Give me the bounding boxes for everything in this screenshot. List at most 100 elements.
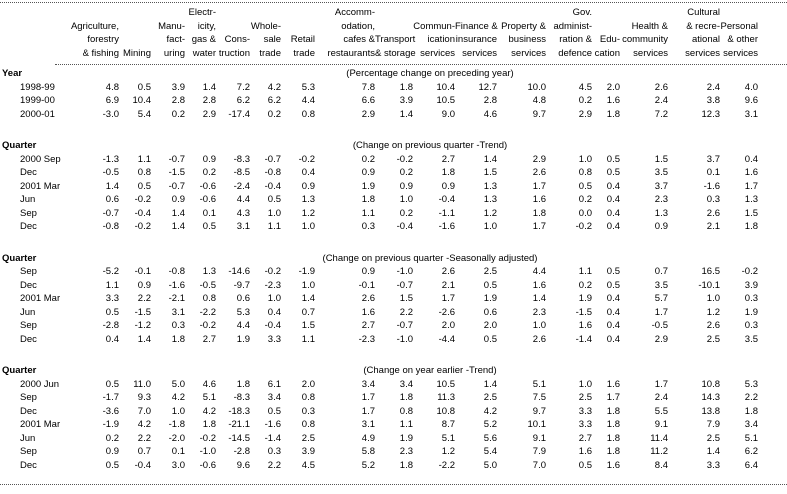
value-cell: 0.5 <box>137 81 151 93</box>
column-header-electricity-gas-water: Electr-icity, gas & water <box>185 6 216 61</box>
value-cell: 0.9 <box>301 180 315 192</box>
column-header-line: Gov. <box>572 6 592 18</box>
value-cell: 1.6 <box>532 194 546 205</box>
value-cell: 10.8 <box>701 378 721 390</box>
value-cell: -1.4 <box>575 333 592 345</box>
value-cell: -0.2 <box>396 153 413 165</box>
column-header-transport-storage: Transport & storage <box>375 33 416 61</box>
value-cell: 2.5 <box>483 266 497 277</box>
value-cell: -2.8 <box>102 320 119 331</box>
value-cell: 1.2 <box>483 207 497 219</box>
value-cell: 1.6 <box>606 95 620 106</box>
value-cell: 3.3 <box>706 459 720 471</box>
value-cell: 0.3 <box>361 221 375 232</box>
table-row: 2001 Mar 1.4 0.5 -0.7 -0.6 -2.4 -0.4 0.9 1.9 0.9 0… <box>0 180 787 194</box>
value-cell: 5.5 <box>654 405 668 417</box>
section-header-row: Quarter (Change on previous quarter -Tren… <box>0 139 787 153</box>
value-cell: 0.5 <box>578 459 592 471</box>
value-cell: 5.3 <box>236 306 250 318</box>
value-cell: 0.2 <box>171 108 185 120</box>
value-cell: 1.0 <box>578 153 592 165</box>
value-cell: 1.4 <box>301 293 315 304</box>
table-row: Dec -0.8 -0.2 1.4 0.5 3.1 1.1 1.0 0.3 -0.4 -1.6 1.0… <box>0 220 787 234</box>
value-cell: -1.5 <box>575 306 592 318</box>
row-label: Dec <box>20 459 37 471</box>
column-header-line: & recre- <box>686 20 720 32</box>
row-label: 2000-01 <box>20 108 55 120</box>
value-cell: 1.6 <box>361 306 375 318</box>
value-cell: 1.1 <box>578 266 592 277</box>
value-cell: 5.4 <box>483 446 497 457</box>
column-header-line: cation <box>594 48 620 60</box>
value-cell: -0.4 <box>134 207 151 219</box>
value-cell: 0.2 <box>578 279 592 291</box>
value-cell: 3.7 <box>654 180 668 192</box>
value-cell: 1.8 <box>744 221 758 232</box>
value-cell: -0.4 <box>264 180 281 192</box>
table-section-0: Year (Percentage change on preceding year… <box>0 67 787 121</box>
value-cell: 4.4 <box>236 320 250 331</box>
value-cell: 9.1 <box>532 432 546 444</box>
value-cell: 1.3 <box>654 207 668 219</box>
value-cell: -1.5 <box>168 167 185 178</box>
value-cell: -0.1 <box>358 279 375 291</box>
value-cell: 1.5 <box>399 293 413 304</box>
value-cell: 2.9 <box>654 333 668 345</box>
value-cell: 11.2 <box>650 446 668 457</box>
value-cell: 0.5 <box>105 306 119 318</box>
value-cell: 0.5 <box>606 279 620 291</box>
value-cell: -2.3 <box>264 279 281 291</box>
value-cell: 2.4 <box>654 392 668 403</box>
value-cell: 0.2 <box>361 153 375 165</box>
value-cell: 1.0 <box>267 207 281 219</box>
value-cell: -0.2 <box>199 432 216 444</box>
value-cell: 6.2 <box>236 95 250 106</box>
table-row: Jun 0.5 -1.5 3.1 -2.2 5.3 0.4 0.7 1.6 2.2 -2.6 0.6 2… <box>0 306 787 320</box>
value-cell: 0.9 <box>105 446 119 457</box>
value-cell: 2.2 <box>137 432 151 444</box>
value-cell: 0.9 <box>202 153 216 165</box>
value-cell: 14.3 <box>701 392 721 403</box>
column-header-line: & storage <box>375 48 416 60</box>
value-cell: 2.2 <box>399 306 413 318</box>
value-cell: 0.3 <box>301 405 315 417</box>
value-cell: 1.1 <box>105 279 119 291</box>
value-cell: 1.6 <box>606 459 620 471</box>
value-cell: -0.4 <box>438 194 455 205</box>
value-cell: 0.9 <box>399 180 413 192</box>
column-header-line: truction <box>218 48 250 60</box>
value-cell: 0.1 <box>202 207 216 219</box>
value-cell: 0.4 <box>301 167 315 178</box>
value-cell: 1.2 <box>706 306 720 318</box>
value-cell: -14.5 <box>228 432 250 444</box>
value-cell: 2.5 <box>483 392 497 403</box>
value-cell: -0.5 <box>102 167 119 178</box>
value-cell: 1.4 <box>105 180 119 192</box>
value-cell: 5.0 <box>483 459 497 471</box>
value-cell: -2.6 <box>438 306 455 318</box>
value-cell: 0.1 <box>706 167 720 178</box>
value-cell: 2.0 <box>483 320 497 331</box>
value-cell: 5.3 <box>744 378 758 390</box>
value-cell: -5.2 <box>102 266 119 277</box>
row-label: Sep <box>20 266 37 277</box>
value-cell: 4.6 <box>483 108 497 120</box>
value-cell: 0.0 <box>578 207 592 219</box>
value-cell: 1.9 <box>483 293 497 304</box>
value-cell: 0.5 <box>578 180 592 192</box>
value-cell: 0.4 <box>267 306 281 318</box>
value-cell: -2.4 <box>233 180 250 192</box>
value-cell: 0.4 <box>606 306 620 318</box>
value-cell: 1.5 <box>483 167 497 178</box>
top-rule <box>0 2 787 3</box>
value-cell: 4.2 <box>267 81 281 93</box>
value-cell: 1.7 <box>441 293 455 304</box>
value-cell: 1.8 <box>202 419 216 430</box>
value-cell: 2.7 <box>578 432 592 444</box>
table-row: Jun 0.6 -0.2 0.9 -0.6 4.4 0.5 1.3 1.8 1.0 -0.4 1.3 1… <box>0 193 787 207</box>
value-cell: 1.9 <box>578 293 592 304</box>
value-cell: 1.9 <box>744 306 758 318</box>
value-cell: -1.5 <box>134 306 151 318</box>
value-cell: -0.2 <box>298 153 315 165</box>
